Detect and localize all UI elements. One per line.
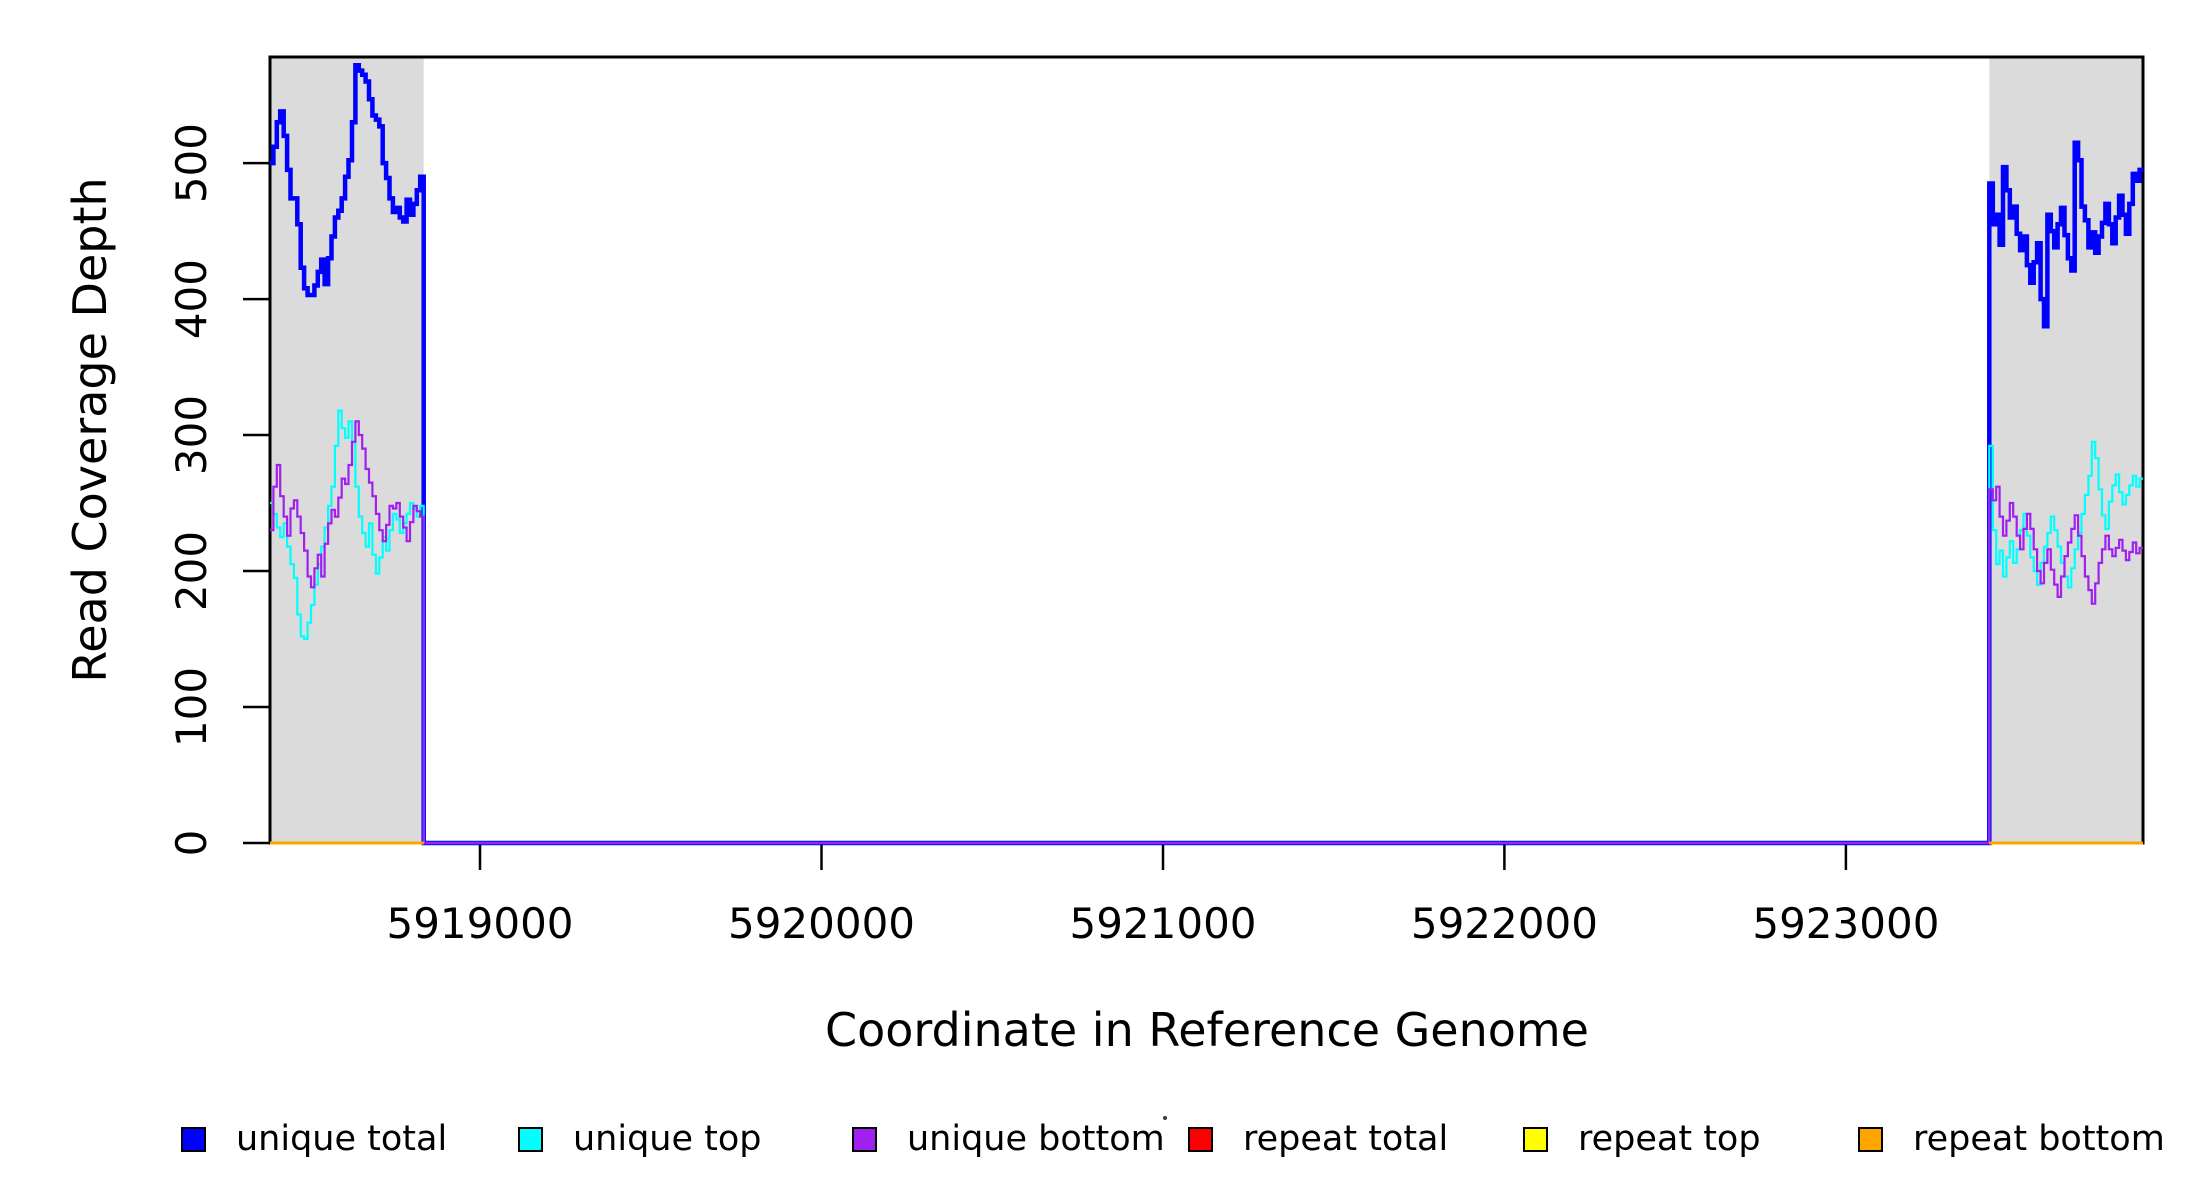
axis-ticks-layer: 5919000 5920000 5921000 5922000 5923000 0 100 2… xyxy=(167,123,1939,948)
x-tick-label: 5922000 xyxy=(1411,899,1598,948)
x-tick-label: 5920000 xyxy=(728,899,915,948)
y-tick-label: 200 xyxy=(167,531,216,611)
plot-box-border xyxy=(268,55,2145,845)
y-tick-label: 500 xyxy=(167,123,216,203)
y-tick-label: 400 xyxy=(167,259,216,339)
stray-dot xyxy=(1163,1116,1167,1120)
right-repeat-region xyxy=(1989,57,2143,843)
series-unique-total-line xyxy=(270,62,2143,846)
x-axis-title: Coordinate in Reference Genome xyxy=(825,1003,1589,1057)
series-unique-bottom-line xyxy=(270,420,2143,845)
plot-frame-layer xyxy=(268,55,2145,845)
shaded-bands-layer xyxy=(270,57,2143,843)
x-tick-label: 5919000 xyxy=(386,899,573,948)
y-tick-label: 100 xyxy=(167,667,216,747)
y-tick-label: 0 xyxy=(167,830,216,857)
y-axis-title: Read Coverage Depth xyxy=(63,177,117,682)
x-tick-label: 5921000 xyxy=(1069,899,1256,948)
y-tick-label: 300 xyxy=(167,395,216,475)
series-unique-top-line xyxy=(270,409,2143,845)
x-tick-label: 5923000 xyxy=(1752,899,1939,948)
series-layer xyxy=(270,62,2143,846)
